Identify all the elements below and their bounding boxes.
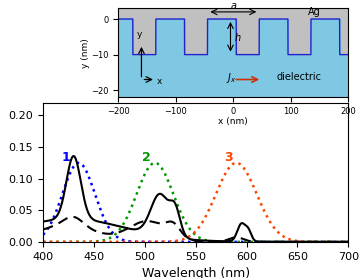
Text: $h$: $h$ (234, 31, 242, 43)
Text: y: y (137, 30, 143, 39)
Text: 2: 2 (142, 151, 150, 164)
X-axis label: x (nm): x (nm) (219, 117, 248, 126)
Text: 1: 1 (61, 151, 70, 164)
X-axis label: Wavelength (nm): Wavelength (nm) (141, 267, 250, 278)
Y-axis label: y (nm): y (nm) (81, 38, 90, 68)
Text: Ag: Ag (308, 7, 321, 17)
Text: x: x (157, 77, 162, 86)
Text: $J_x$: $J_x$ (227, 71, 237, 85)
Text: 3: 3 (224, 151, 233, 164)
Text: $a$: $a$ (230, 1, 237, 11)
Text: dielectric: dielectric (276, 71, 321, 81)
Y-axis label: Power (a.u.): Power (a.u.) (0, 135, 3, 210)
